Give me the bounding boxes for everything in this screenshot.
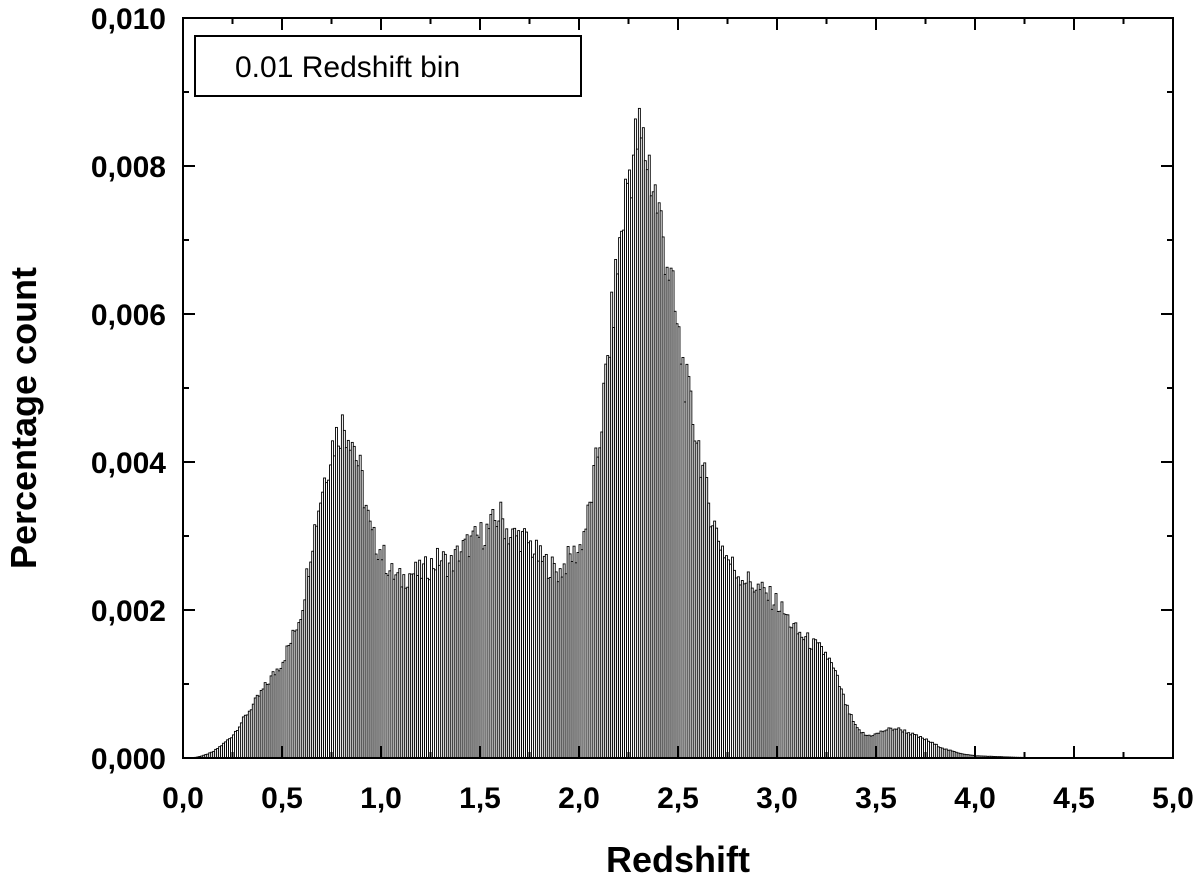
x-tick-label: 2,0 [558,782,600,815]
x-tick-label: 4,0 [954,782,996,815]
x-tick-label: 3,0 [756,782,798,815]
x-tick-label: 0,0 [162,782,204,815]
legend-label: 0.01 Redshift bin [235,51,460,84]
y-tick-label: 0,004 [91,447,166,480]
x-tick-labels: 0,0 0,5 1,0 1,5 2,0 2,5 3,0 3,5 4,0 4,5 5,0 [162,782,1194,815]
ticks-layer [182,17,1174,759]
bars-layer [192,107,1055,759]
legend-box [194,35,582,97]
x-tick-label: 4,5 [1053,782,1095,815]
x-tick-label: 1,0 [360,782,402,815]
x-tick-label: 2,5 [657,782,699,815]
x-tick-label: 0,5 [261,782,303,815]
y-tick-label: 0,010 [91,3,166,36]
y-tick-label: 0,002 [91,595,166,628]
y-tick-label: 0,000 [91,743,166,776]
x-tick-label: 5,0 [1152,782,1194,815]
y-tick-label: 0,008 [91,151,166,184]
x-tick-label: 1,5 [459,782,501,815]
y-axis-title: Percentage count [3,267,44,569]
y-tick-labels: 0,000 0,002 0,004 0,006 0,008 0,010 [91,3,166,776]
legend: 0.01 Redshift bin [194,35,582,97]
x-axis-title: Redshift [606,839,750,880]
x-tick-label: 3,5 [855,782,897,815]
y-tick-label: 0,006 [91,299,166,332]
